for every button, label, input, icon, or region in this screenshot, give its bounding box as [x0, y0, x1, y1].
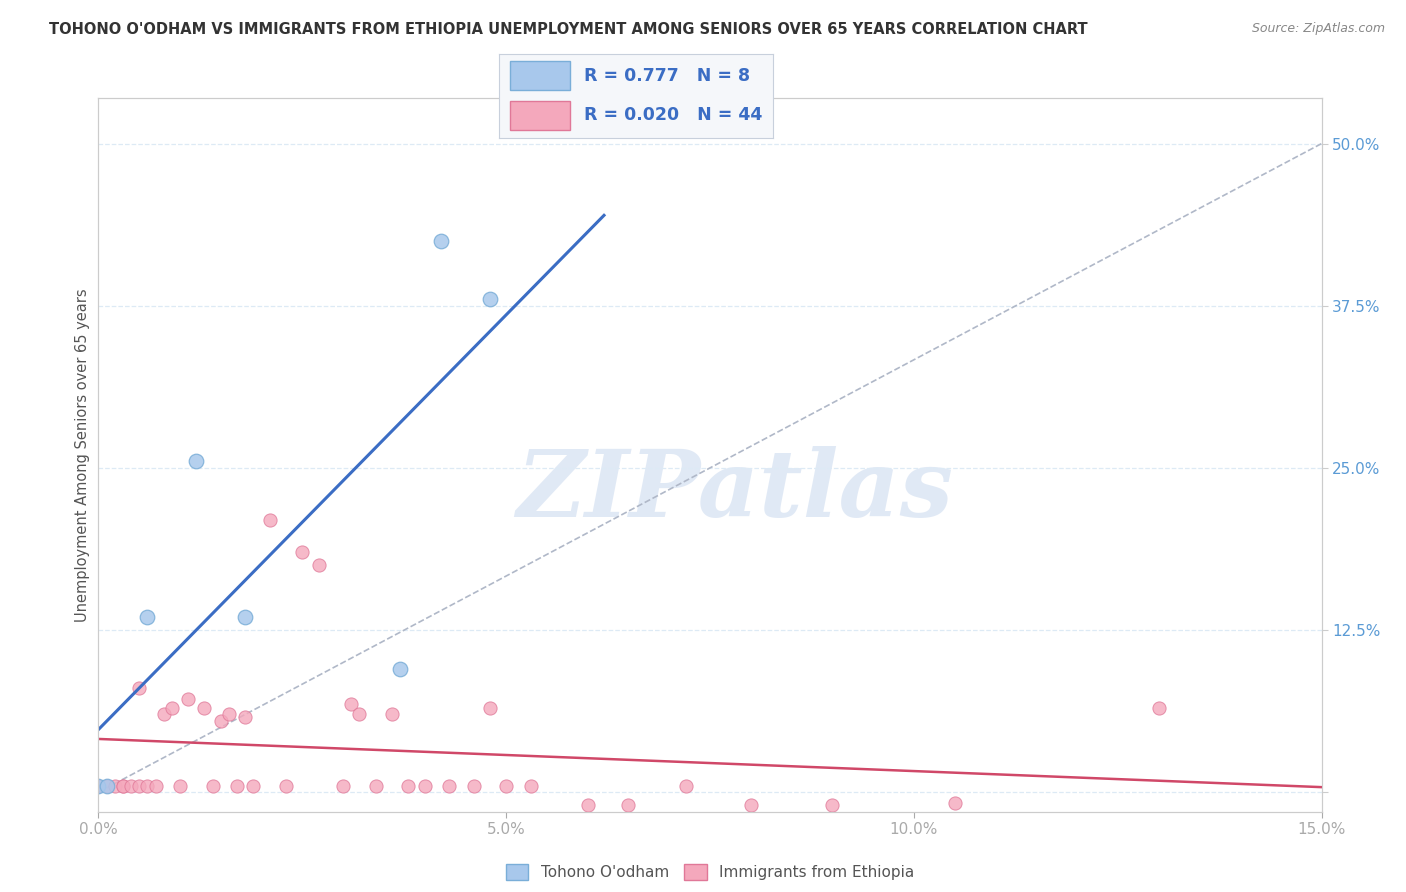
- Point: [177, 691, 200, 706]
- Point: [218, 707, 240, 722]
- Point: [396, 779, 419, 793]
- Text: ZIPatlas: ZIPatlas: [516, 446, 953, 535]
- Point: [233, 610, 256, 624]
- Point: [201, 779, 224, 793]
- Point: [209, 714, 232, 728]
- Point: [437, 779, 460, 793]
- Point: [87, 779, 110, 793]
- Point: [233, 710, 256, 724]
- Point: [381, 707, 404, 722]
- Y-axis label: Unemployment Among Seniors over 65 years: Unemployment Among Seniors over 65 years: [75, 288, 90, 622]
- Point: [259, 513, 281, 527]
- FancyBboxPatch shape: [510, 101, 571, 130]
- Text: Source: ZipAtlas.com: Source: ZipAtlas.com: [1251, 22, 1385, 36]
- Point: [675, 779, 697, 793]
- Point: [226, 779, 249, 793]
- Point: [152, 707, 174, 722]
- Text: R = 0.020   N = 44: R = 0.020 N = 44: [583, 106, 762, 124]
- Point: [111, 779, 134, 793]
- Point: [308, 558, 330, 573]
- Point: [576, 798, 599, 813]
- Point: [104, 779, 127, 793]
- Point: [389, 662, 412, 676]
- Point: [128, 681, 150, 696]
- Point: [478, 701, 501, 715]
- Point: [128, 779, 150, 793]
- Point: [943, 796, 966, 810]
- FancyBboxPatch shape: [510, 62, 571, 90]
- Point: [740, 798, 762, 813]
- Point: [242, 779, 264, 793]
- Point: [193, 701, 215, 715]
- Point: [340, 697, 363, 711]
- Point: [274, 779, 297, 793]
- Point: [1147, 701, 1170, 715]
- Point: [364, 779, 387, 793]
- Point: [160, 701, 183, 715]
- Point: [111, 779, 134, 793]
- Point: [96, 779, 118, 793]
- Point: [478, 292, 501, 306]
- Point: [413, 779, 436, 793]
- Text: R = 0.777   N = 8: R = 0.777 N = 8: [583, 67, 751, 85]
- Point: [169, 779, 191, 793]
- Point: [96, 779, 118, 793]
- Point: [291, 545, 314, 559]
- Point: [145, 779, 167, 793]
- Point: [349, 707, 371, 722]
- Point: [87, 779, 110, 793]
- Point: [519, 779, 541, 793]
- Point: [495, 779, 517, 793]
- Point: [136, 610, 159, 624]
- Point: [136, 779, 159, 793]
- Point: [186, 454, 208, 468]
- Text: TOHONO O'ODHAM VS IMMIGRANTS FROM ETHIOPIA UNEMPLOYMENT AMONG SENIORS OVER 65 YE: TOHONO O'ODHAM VS IMMIGRANTS FROM ETHIOP…: [49, 22, 1088, 37]
- Point: [332, 779, 354, 793]
- Legend: Tohono O'odham, Immigrants from Ethiopia: Tohono O'odham, Immigrants from Ethiopia: [499, 858, 921, 886]
- Point: [120, 779, 142, 793]
- Point: [821, 798, 844, 813]
- Point: [430, 234, 453, 248]
- Point: [617, 798, 640, 813]
- Point: [463, 779, 485, 793]
